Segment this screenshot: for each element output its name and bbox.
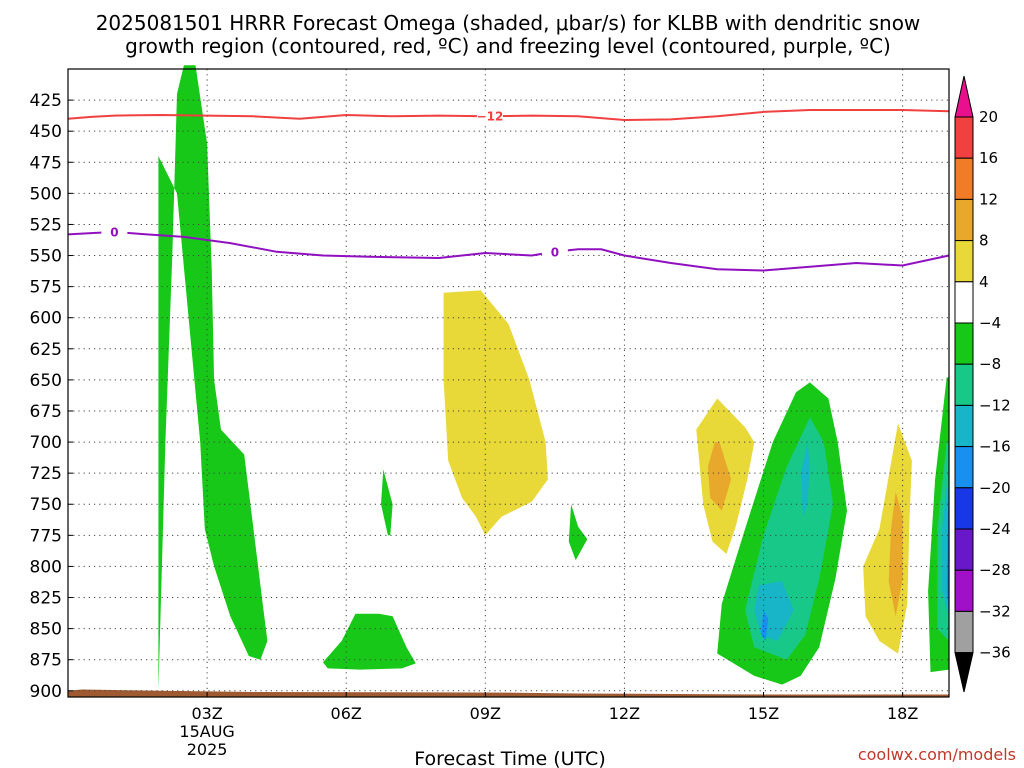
y-tick-label: 600 — [30, 309, 62, 329]
chart-title-line1: 2025081501 HRRR Forecast Omega (shaded, … — [96, 11, 921, 35]
omega-region-6 — [707, 442, 732, 511]
y-tick-label: 425 — [30, 91, 62, 111]
credit-link[interactable]: coolwx.com/models — [858, 745, 1016, 764]
contour-label-bg — [541, 243, 568, 260]
contour-label-bg — [476, 108, 503, 125]
colorbar-swatch — [954, 240, 974, 283]
colorbar-swatch — [954, 446, 974, 489]
colorbar-label: 12 — [979, 190, 998, 208]
contour-lines: −12 0 0 — [67, 108, 950, 272]
colorbar-label: −4 — [979, 314, 1001, 332]
x-tick-label: 03Z — [191, 704, 222, 723]
colorbar-label: −12 — [979, 396, 1011, 414]
colorbar-swatch — [954, 569, 974, 612]
colorbar-label: −24 — [979, 520, 1011, 538]
omega-shading — [158, 65, 949, 691]
contour-label-1-0: 0 — [110, 225, 118, 239]
y-tick-label: 800 — [30, 557, 62, 577]
colorbar-label: −36 — [979, 644, 1011, 662]
colorbar-over-arrow — [954, 75, 974, 118]
omega-region-0 — [158, 65, 268, 691]
x-tick-label: 15Z — [748, 704, 779, 723]
omega-region-12 — [800, 442, 810, 517]
x-tick-label: 09Z — [470, 704, 501, 723]
colorbar-label: 20 — [979, 108, 998, 126]
colorbar: 20 16 12 8 4 −4 −8 −12 −16 −20 −24 −28 −32 −36 — [954, 75, 1011, 693]
colorbar-swatch — [954, 487, 974, 530]
gridlines — [68, 69, 949, 697]
omega-region-7 — [863, 423, 912, 654]
y-tick-label: 650 — [30, 371, 62, 391]
contour-label-bg — [101, 223, 128, 240]
colorbar-swatch — [954, 528, 974, 571]
y-tick-label: 550 — [30, 247, 62, 267]
y-tick-label: 475 — [30, 153, 62, 173]
y-tick-label: 825 — [30, 589, 62, 609]
colorbar-swatch — [954, 363, 974, 406]
y-tick-label: 700 — [30, 433, 62, 453]
x-date-label: 15AUG — [179, 722, 234, 741]
colorbar-swatch — [954, 116, 974, 159]
omega-region-1 — [381, 469, 393, 536]
y-tick-label: 500 — [30, 184, 62, 204]
y-tick-label: 875 — [30, 651, 62, 671]
contour-label-0-0: −12 — [477, 110, 504, 124]
colorbar-label: −20 — [979, 479, 1011, 497]
y-tick-label: 775 — [30, 526, 62, 546]
colorbar-swatch — [954, 281, 974, 324]
colorbar-swatch — [954, 322, 974, 365]
y-tick-label: 450 — [30, 122, 62, 142]
omega-region-2 — [323, 613, 416, 670]
colorbar-swatch — [954, 404, 974, 448]
y-tick-label: 750 — [30, 495, 62, 515]
colorbar-label: −32 — [979, 602, 1011, 620]
y-tick-label: 575 — [30, 278, 62, 298]
omega-region-4 — [443, 290, 548, 536]
plot-frame — [67, 68, 950, 698]
y-tick-label: 725 — [30, 464, 62, 484]
colorbar-swatch — [954, 610, 974, 654]
omega-region-8 — [888, 491, 903, 617]
y-tick-label: 625 — [30, 340, 62, 360]
colorbar-swatch — [954, 198, 974, 242]
terrain-ground — [68, 689, 949, 697]
y-tick-label: 900 — [30, 682, 62, 702]
x-year-label: 2025 — [187, 740, 228, 759]
x-tick-label: 18Z — [887, 704, 918, 723]
terrain-fill — [68, 689, 949, 697]
x-tick-label: 06Z — [331, 704, 362, 723]
y-tick-label: 525 — [30, 215, 62, 235]
omega-region-3 — [568, 504, 588, 561]
colorbar-label: 8 — [979, 232, 989, 250]
colorbar-label: 4 — [979, 273, 989, 291]
colorbar-label: −28 — [979, 561, 1011, 579]
y-tick-label: 675 — [30, 402, 62, 422]
chart-title-line2: growth region (contoured, red, ºC) and f… — [125, 34, 891, 58]
colorbar-label: −8 — [979, 355, 1001, 373]
x-axis-label: Forecast Time (UTC) — [414, 748, 605, 768]
omega-region-13 — [761, 610, 769, 641]
colorbar-label: −16 — [979, 438, 1011, 456]
contour-label-1-1: 0 — [551, 245, 559, 259]
colorbar-swatch — [954, 157, 974, 200]
colorbar-label: 16 — [979, 149, 998, 167]
x-tick-label: 12Z — [609, 704, 640, 723]
pressure-axis: 425 450 475 500 525 550 575 600 625 650 675 700 725 7… — [30, 91, 73, 702]
y-tick-label: 850 — [30, 620, 62, 640]
colorbar-under-arrow — [954, 652, 974, 693]
